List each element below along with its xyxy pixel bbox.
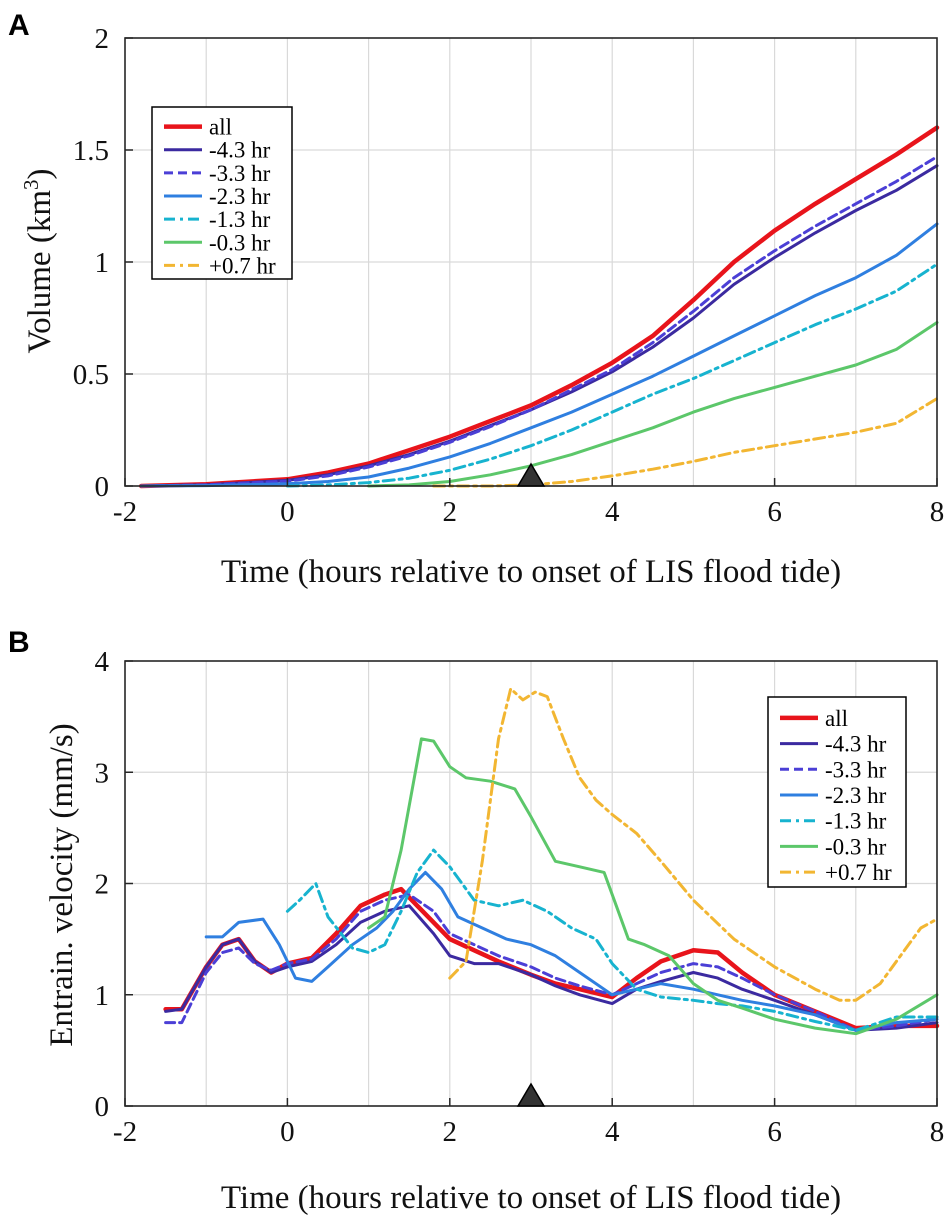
legend-label-a-3: -2.3 hr: [209, 184, 271, 209]
y-tick-label-b: 1: [95, 980, 110, 1012]
series-line-a-5: [367, 321, 939, 488]
legend-label-b-1: -4.3 hr: [825, 732, 887, 757]
onset-marker-b: [516, 1082, 546, 1107]
series-line-b-3: [204, 870, 939, 1032]
legend-label-b-3: -2.3 hr: [825, 783, 887, 808]
series-line-a-3: [139, 222, 939, 488]
x-tick-label-b: 6: [767, 1116, 782, 1148]
y-tick-label-a: 0.5: [73, 359, 109, 391]
panel-letter-b: B: [8, 626, 30, 659]
x-tick-label-a: 4: [605, 496, 620, 528]
y-tick-label-a: 1: [95, 247, 110, 279]
legend-box-b: [767, 696, 907, 888]
legend-label-a-6: +0.7 hr: [209, 253, 276, 278]
series-line-b-5: [367, 737, 939, 1036]
x-tick-label-b: 8: [930, 1116, 945, 1148]
legend-label-b-5: -0.3 hr: [825, 834, 887, 859]
legend-label-a-2: -3.3 hr: [209, 161, 271, 186]
legend-label-b-6: +0.7 hr: [825, 860, 892, 885]
y-tick-label-b: 4: [95, 646, 110, 678]
y-axis-title-a: Volume (km3): [19, 169, 58, 354]
legend-a: all-4.3 hr-3.3 hr-2.3 hr-1.3 hr-0.3 hr+0…: [151, 106, 293, 280]
y-tick-label-b: 2: [95, 869, 110, 901]
x-tick-label-b: -2: [113, 1116, 137, 1148]
y-axis-title-b-main: Entrain. velocity (mm/s): [44, 723, 80, 1047]
x-tick-label-a: 2: [443, 496, 458, 528]
legend-b: all-4.3 hr-3.3 hr-2.3 hr-1.3 hr-0.3 hr+0…: [767, 696, 907, 888]
series-line-a-2: [139, 155, 939, 488]
series-line-b-1: [164, 904, 939, 1032]
legend-label-b-2: -3.3 hr: [825, 757, 887, 782]
x-tick-label-a: 8: [930, 496, 945, 528]
y-tick-label-a: 1.5: [73, 135, 109, 167]
legend-box-a: [151, 106, 293, 280]
x-tick-label-a: -2: [113, 496, 137, 528]
series-line-b-6: [448, 687, 939, 1002]
legend-label-b-0: all: [825, 706, 848, 731]
legend-label-a-1: -4.3 hr: [209, 138, 271, 163]
x-axis-title-a: Time (hours relative to onset of LIS flo…: [221, 554, 841, 590]
legend-label-a-5: -0.3 hr: [209, 230, 271, 255]
x-tick-label-a: 6: [767, 496, 782, 528]
panel-letter-a: A: [8, 9, 30, 42]
x-tick-label-b: 0: [280, 1116, 295, 1148]
y-axis-title-a-close: ): [22, 169, 58, 180]
x-tick-label-a: 0: [280, 496, 295, 528]
series-line-a-0: [138, 125, 940, 489]
y-tick-label-b: 3: [95, 757, 110, 789]
x-tick-label-b: 4: [605, 1116, 620, 1148]
y-axis-title-a-superscript: 3: [19, 180, 43, 191]
series-line-b-4: [285, 848, 939, 1032]
y-axis-title-b: Entrain. velocity (mm/s): [44, 723, 80, 1047]
legend-label-a-4: -1.3 hr: [209, 207, 271, 232]
onset-marker-a: [516, 462, 546, 487]
series-line-a-4: [285, 262, 939, 488]
y-tick-label-a: 2: [95, 23, 110, 55]
series-line-b-2: [164, 893, 939, 1032]
x-axis-title-b: Time (hours relative to onset of LIS flo…: [221, 1180, 841, 1216]
legend-label-a-0: all: [209, 115, 232, 140]
legend-label-b-4: -1.3 hr: [825, 809, 887, 834]
y-tick-label-b: 0: [95, 1091, 110, 1123]
y-tick-label-a: 0: [95, 471, 110, 503]
x-tick-label-b: 2: [443, 1116, 458, 1148]
y-axis-title-a-main: Volume (km: [22, 190, 58, 354]
